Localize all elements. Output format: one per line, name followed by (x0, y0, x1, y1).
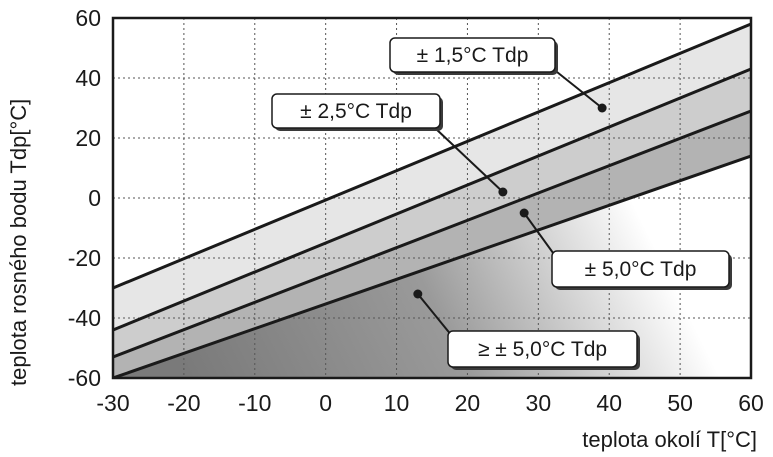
x-tick-label: 60 (738, 390, 764, 416)
series-line-3 (113, 109, 751, 359)
callout-box (389, 37, 556, 73)
x-tick-label: -10 (238, 390, 271, 416)
x-tick-label: 50 (667, 390, 693, 416)
annotation-labels: ± 1,5°C Tdp ± 2,5°C Tdp ± 5,0°C Tdp ≥ ± 5,0… (271, 37, 732, 370)
y-tick-label: -20 (68, 245, 101, 271)
y-tick-label: 0 (88, 185, 101, 211)
x-tick-label: 30 (526, 390, 552, 416)
y-tick-label: 60 (75, 5, 101, 31)
series-line-1 (113, 22, 751, 290)
x-tick-label: 10 (384, 390, 410, 416)
callout-box (447, 330, 638, 368)
series-line-2 (113, 67, 751, 332)
callout-text: ± 1,5°C Tdp (417, 44, 529, 67)
series-lines (113, 22, 751, 378)
annotation-callout: ± 2,5°C Tdp (271, 93, 508, 197)
callout-box (271, 93, 441, 129)
callout-leader (523, 212, 557, 258)
callout-dot (597, 103, 607, 113)
annotation-callout: ± 1,5°C Tdp (389, 37, 607, 113)
annotation-callout: ≥ ± 5,0°C Tdp (413, 289, 640, 370)
x-tick-labels: -30 -20 -10 0 10 20 30 40 50 60 (96, 390, 763, 416)
series-line-4 (113, 154, 751, 378)
annotation-callout: ± 5,0°C Tdp (519, 208, 732, 290)
x-tick-label: -20 (167, 390, 200, 416)
callout-text: ≥ ± 5,0°C Tdp (478, 338, 607, 361)
y-axis-title: teplota rosného bodu Tdp[°C] (6, 99, 31, 386)
callout-leader (434, 127, 504, 193)
x-tick-label: 0 (319, 390, 332, 416)
callout-dot (519, 208, 529, 218)
plot-frame (111, 16, 753, 380)
x-tick-label: -30 (96, 390, 129, 416)
y-tick-label: 20 (75, 125, 101, 151)
y-tick-labels: -60 -40 -20 0 20 40 60 (68, 5, 101, 391)
y-tick-label: 40 (75, 65, 101, 91)
x-tick-label: 40 (596, 390, 622, 416)
callout-text: ± 5,0°C Tdp (585, 258, 697, 281)
x-tick-label: 20 (455, 390, 481, 416)
y-tick-label: -60 (68, 365, 101, 391)
callout-dot (413, 289, 423, 299)
x-axis-title: teplota okolí T[°C] (582, 427, 757, 452)
band-2 (113, 69, 751, 357)
callout-dot (498, 187, 508, 197)
y-tick-label: -40 (68, 305, 101, 331)
callout-leader (417, 293, 453, 337)
callout-box (551, 250, 730, 288)
callout-text: ± 2,5°C Tdp (300, 100, 412, 123)
callout-leader (556, 71, 603, 109)
band-3 (113, 111, 751, 378)
